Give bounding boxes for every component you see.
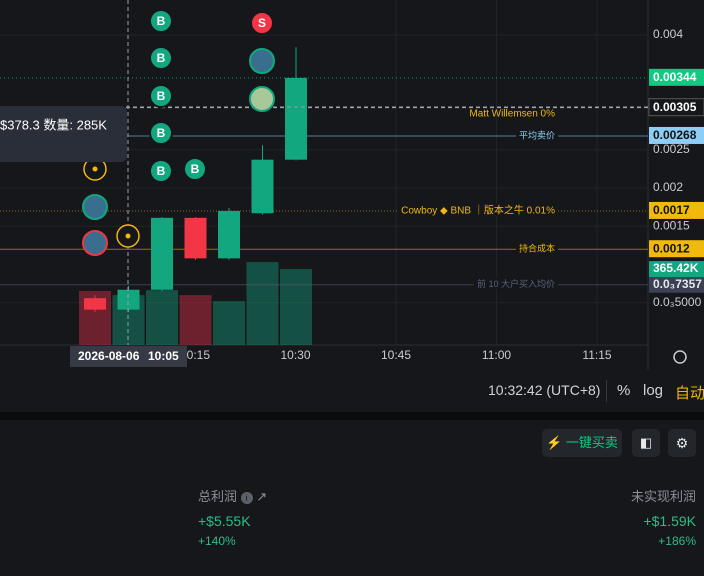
layout-button[interactable]: ◧: [632, 429, 660, 457]
stat-label-text: 总利润: [198, 489, 238, 504]
price-line-note: 前 10 大户买入均价: [477, 278, 555, 289]
trade-marker-label: B: [157, 89, 166, 103]
y-tick-label: 0.0₃5000: [653, 295, 702, 309]
candle-body: [251, 159, 274, 214]
x-tick-label: 11:15: [582, 348, 611, 362]
live-icon-dot: [125, 233, 131, 239]
price-line-note: Matt Willemsen 0%: [469, 108, 555, 119]
volume-bar: [280, 269, 312, 345]
note-bg: [515, 129, 558, 141]
price-tag-label: 0.0017: [653, 203, 690, 217]
price-tag-label: 0.00268: [653, 128, 697, 142]
trade-marker: [183, 157, 207, 181]
trade-marker-label: S: [258, 16, 266, 30]
auto-toggle[interactable]: 自动: [675, 385, 704, 402]
volume-tag: [649, 261, 704, 278]
candle-body: [151, 217, 173, 290]
share-icon[interactable]: ↗: [256, 489, 268, 504]
note-bg: [515, 242, 558, 254]
avatar: [249, 48, 275, 74]
live-icon-dot: [92, 166, 98, 172]
quick-trade-button[interactable]: ⚡ 一键买卖: [542, 429, 622, 457]
y-tick-label: 0.002: [653, 180, 683, 194]
y-tick-label: 0.0015: [653, 218, 690, 232]
avatar: [249, 86, 275, 112]
info-icon[interactable]: i: [240, 492, 253, 504]
trade-marker: [149, 9, 173, 33]
trade-marker: [149, 84, 173, 108]
stat-label: 未实现利润: [630, 489, 696, 504]
trade-marker: [149, 159, 173, 183]
note-bg: [473, 278, 558, 290]
price-line-note: 平均卖价: [519, 129, 555, 140]
candle-body: [218, 210, 240, 259]
trade-marker-label: B: [157, 51, 166, 65]
divider: [0, 412, 704, 420]
candle-body: [84, 298, 106, 310]
x-tick-label: 11:00: [482, 348, 511, 362]
volume-bar: [179, 295, 212, 345]
trade-marker-label: B: [191, 162, 200, 176]
volume-tag-label: 365.42K: [653, 261, 699, 275]
avatar: [82, 194, 108, 220]
note-bg: [398, 203, 559, 217]
x-tick-label: 10:30: [280, 348, 310, 362]
candle-body: [117, 289, 140, 310]
volume-bar: [213, 301, 245, 345]
price-tag: [649, 201, 704, 219]
tooltip: [0, 106, 127, 162]
crosshair-tag: [70, 346, 187, 367]
avatar: [82, 230, 108, 256]
candle-body: [184, 217, 207, 259]
crosshair-date: 2026-08-06: [78, 349, 140, 363]
price-tag: [649, 275, 704, 293]
price-line-note: 持合成本: [519, 243, 555, 254]
log-toggle[interactable]: log: [643, 382, 664, 399]
stat-value: +$5.55K: [198, 513, 251, 529]
price-tag-label: 0.0₃7357: [653, 277, 702, 291]
trade-marker-label: B: [157, 164, 166, 178]
trade-marker-label: B: [157, 14, 166, 28]
trade-marker: [149, 46, 173, 70]
stat-pct: +140%: [198, 534, 236, 548]
trade-marker: [250, 11, 274, 35]
trade-marker-label: B: [157, 126, 166, 140]
button-label: 一键买卖: [565, 435, 618, 450]
y-tick-label: 0.004: [653, 27, 683, 41]
stat-value: +$1.59K: [643, 513, 696, 529]
price-tag: [649, 68, 704, 86]
candle-body: [285, 77, 307, 160]
y-tick-label: 0.0025: [653, 142, 690, 156]
x-tick-label: 10:45: [381, 348, 411, 362]
settings-icon: [673, 350, 687, 364]
price-tag: [648, 98, 704, 117]
volume-bar: [146, 290, 178, 345]
trade-marker: [149, 121, 173, 145]
percent-toggle[interactable]: %: [617, 382, 631, 399]
price-line-note: Cowboy ◆ BNB ｜版本之牛 0.01%: [401, 204, 555, 217]
separator: [606, 380, 607, 402]
price-tag-label: 0.0012: [653, 241, 690, 255]
clock: 10:32:42 (UTC+8): [488, 382, 601, 398]
stat-pct: +186%: [658, 534, 696, 548]
price-tag: [649, 240, 704, 258]
volume-bar: [246, 262, 279, 345]
settings-button[interactable]: ⚙: [668, 429, 696, 457]
price-tag: [649, 126, 704, 144]
price-tag-label: 0.00344: [653, 70, 697, 84]
x-tick-label: 10:15: [180, 348, 210, 362]
stat-label: 总利润 i ↗: [198, 486, 267, 505]
crosshair-time: 10:05: [148, 349, 179, 363]
price-tag-label: 0.00305: [653, 100, 697, 114]
chart: 10:15 10:30 10:45 11:00 11:150.0040.00250.00…: [0, 0, 704, 370]
tooltip-text: $378.3 数量: 285K: [0, 117, 107, 132]
